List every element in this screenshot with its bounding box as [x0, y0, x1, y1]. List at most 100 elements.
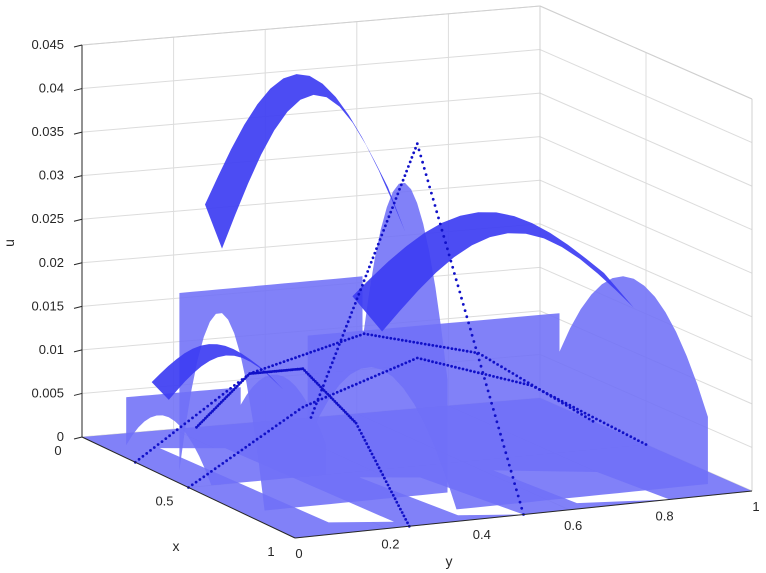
- curve-point: [467, 321, 470, 325]
- curve-point: [591, 419, 595, 423]
- curve-point: [376, 242, 380, 246]
- curve-point: [328, 394, 331, 398]
- curve-point: [513, 482, 516, 485]
- grid-line-z: [81, 92, 541, 133]
- curve-point: [458, 290, 462, 294]
- curve-point: [210, 470, 213, 473]
- curve-point: [345, 324, 348, 328]
- curve-point: [336, 403, 340, 407]
- curve-point: [477, 358, 481, 362]
- curve-point: [488, 395, 492, 399]
- z-tick-label: 0.005: [31, 385, 64, 400]
- curve-point: [286, 358, 290, 362]
- curve-point: [621, 431, 625, 435]
- curve-point: [359, 288, 362, 292]
- curve-point: [454, 278, 458, 282]
- curve-point: [458, 348, 461, 352]
- curve-point: [322, 384, 325, 387]
- curve-point: [449, 259, 453, 263]
- curve-point: [492, 375, 495, 378]
- curve-point: [564, 403, 568, 407]
- y-tick-label: 0.2: [381, 537, 399, 552]
- curve-point: [442, 363, 446, 366]
- curve-point: [469, 327, 472, 331]
- curve-point: [453, 272, 456, 275]
- curve-point: [499, 376, 503, 380]
- curve-point: [397, 504, 400, 507]
- curve-point: [477, 351, 480, 355]
- curve-point: [503, 377, 507, 381]
- curve-point: [602, 421, 606, 425]
- curve-point: [305, 371, 308, 374]
- curve-point: [402, 514, 406, 518]
- curve-point: [564, 401, 568, 405]
- curve-point: [347, 414, 351, 418]
- curve-point: [312, 400, 316, 404]
- curve-point: [293, 411, 297, 414]
- curve-point: [358, 333, 362, 337]
- curve-point: [372, 456, 376, 459]
- curve-point: [232, 453, 236, 457]
- curve-point: [211, 409, 214, 413]
- curve-point: [366, 333, 370, 336]
- curve-point: [507, 378, 511, 382]
- curve-point: [286, 416, 289, 420]
- curve-point: [349, 416, 353, 420]
- curve-point: [633, 437, 636, 440]
- curve-point: [377, 372, 381, 376]
- curve-point: [492, 408, 495, 411]
- curve-point: [444, 241, 447, 245]
- curve-point: [538, 388, 541, 391]
- curve-point: [515, 488, 518, 492]
- surface-patch-1-shade: [205, 74, 405, 249]
- curve-point: [145, 452, 149, 455]
- curve-point: [393, 366, 396, 370]
- curve-point: [495, 375, 499, 379]
- curve-point: [384, 480, 388, 483]
- z-tick-label: 0.045: [31, 37, 64, 52]
- curve-point: [278, 421, 282, 425]
- curve-point: [229, 456, 232, 460]
- z-axis-label: u: [1, 239, 17, 247]
- curve-point: [375, 247, 378, 251]
- curve-point: [511, 372, 515, 375]
- curve-point: [414, 146, 417, 150]
- curve-point: [156, 443, 160, 446]
- curve-point: [461, 303, 465, 306]
- y-axis-label: y: [446, 553, 453, 569]
- curve-point: [235, 384, 239, 388]
- curve-point: [149, 449, 152, 452]
- curve-point: [522, 382, 526, 386]
- curve-point: [400, 363, 404, 366]
- curve-point: [401, 178, 405, 182]
- tick-layer: 0 0.005 0.01 0.015 0.02 0.025 0.03 0.035 0.04 0.0…: [31, 37, 759, 561]
- curve-point: [553, 397, 557, 400]
- curve-point: [374, 459, 377, 463]
- curve-point: [430, 191, 433, 195]
- curve-point: [365, 442, 369, 446]
- curve-point: [319, 385, 322, 389]
- curve-point: [137, 457, 141, 461]
- curve-point: [351, 418, 354, 421]
- curve-point: [384, 224, 387, 228]
- curve-point: [457, 366, 461, 370]
- curve-point: [396, 364, 400, 368]
- z-tick-mark: [73, 349, 83, 353]
- curve-point: [490, 401, 493, 405]
- z-tick-mark: [73, 262, 83, 266]
- curve-point: [329, 365, 332, 369]
- curve-point: [431, 344, 435, 347]
- curve-point: [364, 274, 368, 278]
- curve-point: [198, 478, 202, 481]
- curve-point: [404, 339, 408, 343]
- curve-point: [275, 362, 278, 366]
- curve-point: [433, 204, 437, 207]
- grid-line-z: [81, 136, 541, 177]
- curve-point: [248, 443, 251, 446]
- curve-point: [583, 411, 587, 415]
- curve-point: [362, 379, 366, 383]
- curve-point: [404, 518, 408, 521]
- curve-point: [495, 420, 499, 424]
- curve-point: [391, 493, 395, 497]
- curve-point: [509, 469, 513, 473]
